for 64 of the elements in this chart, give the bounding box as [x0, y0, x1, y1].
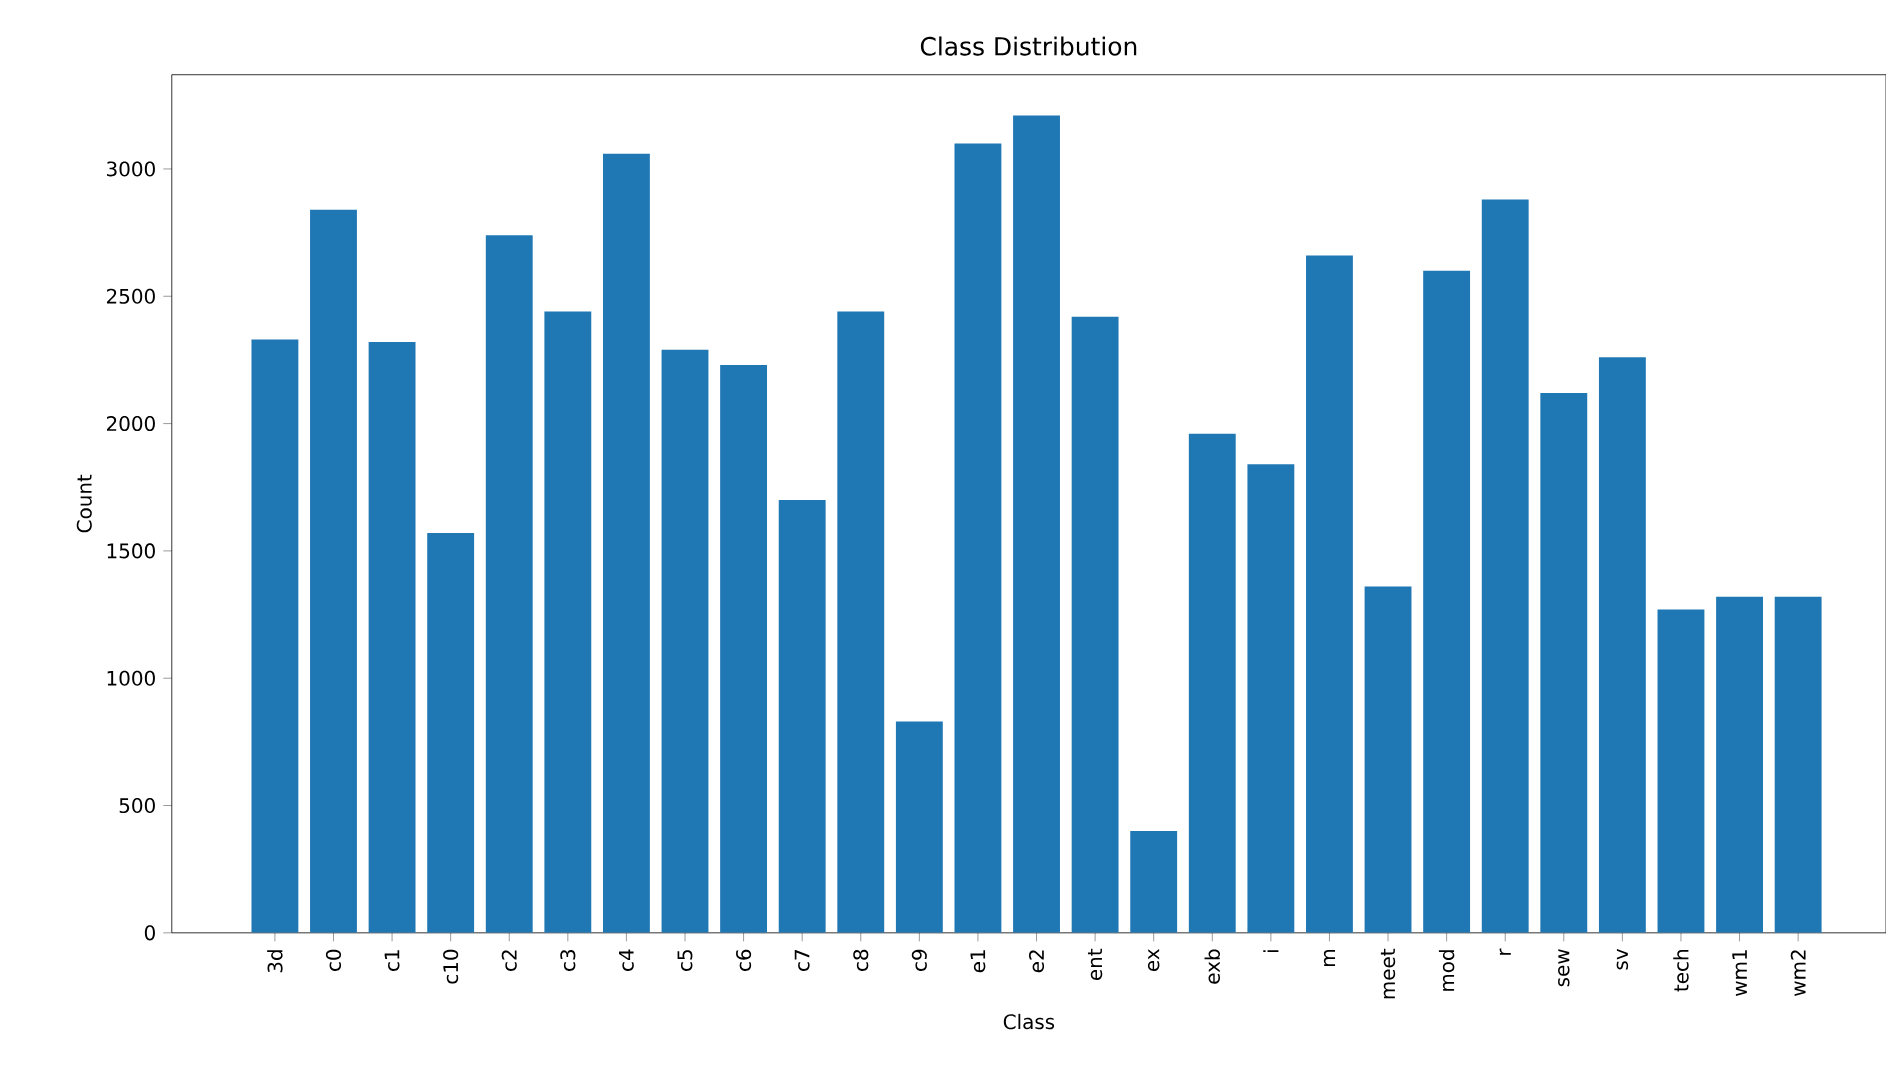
x-tick-label: mod	[1438, 950, 1455, 991]
chart-title: Class Distribution	[920, 36, 1137, 56]
x-tick-label: sew	[1558, 949, 1570, 987]
y-axis-title: Count	[76, 474, 92, 533]
bar	[778, 499, 826, 933]
bar	[1130, 830, 1178, 933]
bar	[1306, 255, 1353, 933]
y-tick-label: 3000	[107, 161, 155, 177]
x-tick-label: 3d	[267, 950, 283, 973]
x-tick-label: sv	[1616, 948, 1629, 970]
x-tick-label: exb	[1204, 949, 1220, 984]
bar	[602, 153, 650, 933]
x-tick-label: meet	[1380, 948, 1396, 999]
x-tick-label: c9	[911, 949, 927, 971]
x-tick-label: ent	[1087, 948, 1103, 980]
x-tick-label: c10	[443, 949, 459, 984]
x-tick-label: e2	[1028, 950, 1045, 973]
x-tick-label: c3	[560, 949, 576, 971]
bar	[837, 311, 885, 933]
y-tick-label: 500	[119, 797, 155, 813]
x-tick-label: c4	[619, 949, 634, 971]
x-tick-label: wm1	[1732, 950, 1747, 996]
bar	[1247, 464, 1295, 933]
x-axis-title: Class	[1003, 1013, 1055, 1030]
x-tick-label: tech	[1673, 949, 1689, 992]
y-tick-label: 2000	[106, 415, 155, 431]
x-tick-label: c2	[501, 950, 517, 971]
x-tick-label: i	[1263, 950, 1279, 952]
y-tick-label: 1500	[107, 543, 155, 559]
x-tick-label: ex	[1147, 948, 1160, 971]
bar	[368, 341, 416, 933]
bar	[954, 143, 1002, 933]
bar	[1598, 357, 1646, 933]
x-tick-label: c8	[853, 949, 869, 971]
x-tick-label: c7	[794, 949, 810, 971]
x-tick-label: m	[1323, 949, 1336, 966]
x-tick-label: wm2	[1790, 950, 1806, 996]
x-tick-label: c0	[325, 949, 342, 971]
y-tick-label: 2500	[106, 288, 155, 304]
bar	[895, 721, 943, 933]
bar	[1423, 270, 1471, 933]
x-tick-label: c6	[736, 949, 752, 971]
bar	[1481, 199, 1529, 933]
bar	[1716, 596, 1763, 933]
bar	[427, 532, 475, 933]
y-tick-label: 0	[144, 925, 155, 941]
bar	[310, 209, 357, 933]
bar	[544, 311, 592, 933]
bar	[1188, 433, 1236, 933]
bar	[1364, 586, 1412, 933]
y-tick-label: 1000	[107, 670, 155, 686]
bar	[661, 349, 709, 933]
bar	[1071, 316, 1119, 933]
bar	[720, 364, 768, 933]
x-tick-label: r	[1499, 948, 1511, 955]
bar	[1540, 392, 1588, 933]
bar	[1774, 596, 1822, 933]
bar	[1013, 115, 1060, 933]
bar	[1657, 609, 1705, 933]
bar	[251, 339, 299, 933]
x-tick-label: c1	[384, 950, 400, 971]
x-tick-label: c5	[677, 949, 693, 971]
x-tick-label: e1	[970, 950, 986, 973]
bar	[485, 234, 533, 933]
